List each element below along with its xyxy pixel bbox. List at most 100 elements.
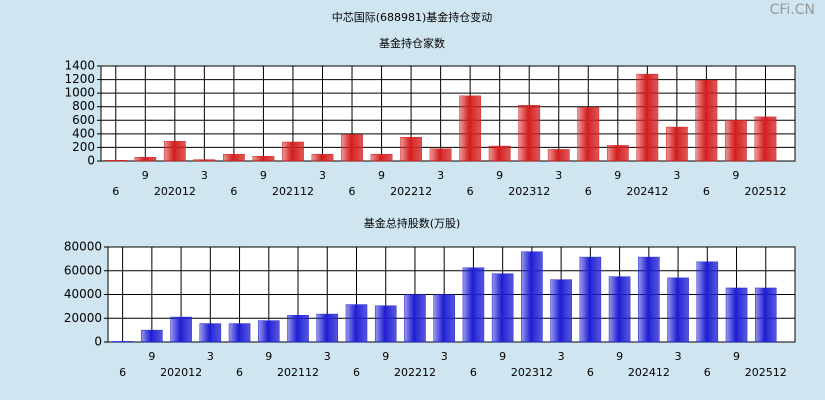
- x-tick-label: 6: [704, 366, 711, 379]
- x-tick-label: 202512: [744, 185, 786, 198]
- page-title: 中芯国际(688981)基金持仓变动: [332, 10, 493, 24]
- x-tick-label: 9: [382, 350, 389, 363]
- bar: [345, 304, 368, 343]
- x-tick-label: 9: [496, 169, 503, 182]
- x-tick-label: 3: [558, 350, 565, 363]
- chart-title: 基金持仓家数: [379, 36, 445, 50]
- x-tick-label: 6: [587, 366, 594, 379]
- watermark: CFi.CN: [770, 2, 815, 18]
- x-tick-label: 202512: [745, 366, 787, 379]
- x-tick-label: 3: [437, 169, 444, 182]
- x-tick-label: 202212: [390, 185, 432, 198]
- x-tick-label: 9: [499, 350, 506, 363]
- y-tick-label: 600: [72, 113, 95, 127]
- x-tick-label: 6: [236, 366, 243, 379]
- y-tick-label: 0: [87, 154, 95, 168]
- x-tick-label: 3: [555, 169, 562, 182]
- y-tick-label: 800: [72, 99, 95, 113]
- x-tick-label: 3: [207, 350, 214, 363]
- bar: [606, 145, 629, 162]
- bar: [287, 315, 309, 343]
- bar: [577, 107, 600, 162]
- bar: [433, 294, 455, 343]
- y-tick-label: 0: [94, 335, 102, 349]
- x-tick-label: 202412: [626, 185, 668, 198]
- x-tick-label: 3: [319, 169, 326, 182]
- bar: [462, 267, 485, 343]
- bar: [608, 276, 631, 343]
- bar: [754, 287, 777, 343]
- y-tick-label: 200: [72, 140, 95, 154]
- bar: [282, 141, 304, 162]
- x-tick-label: 3: [201, 169, 208, 182]
- x-tick-label: 6: [470, 366, 477, 379]
- bar: [665, 126, 688, 162]
- bar: [134, 157, 157, 162]
- bar: [193, 159, 216, 162]
- y-tick-label: 60000: [64, 263, 102, 277]
- bar: [521, 251, 543, 343]
- x-tick-label: 202012: [160, 366, 202, 379]
- x-tick-label: 9: [614, 169, 621, 182]
- y-tick-label: 1200: [64, 72, 95, 86]
- y-tick-label: 40000: [64, 287, 102, 301]
- plot-area: [100, 65, 796, 162]
- x-tick-label: 9: [148, 350, 155, 363]
- x-tick-label: 6: [467, 185, 474, 198]
- bar: [518, 105, 541, 162]
- x-tick-label: 3: [324, 350, 331, 363]
- bar: [170, 316, 192, 343]
- bar: [141, 329, 163, 343]
- x-tick-label: 3: [673, 169, 680, 182]
- bar: [725, 120, 747, 162]
- x-tick-label: 202212: [394, 366, 436, 379]
- bar: [223, 153, 245, 162]
- x-tick-label: 202312: [511, 366, 553, 379]
- bar: [754, 116, 777, 162]
- bar: [341, 134, 363, 162]
- bar: [111, 341, 134, 343]
- bar: [725, 287, 748, 343]
- x-tick-label: 6: [112, 185, 119, 198]
- x-tick-label: 202112: [277, 366, 319, 379]
- x-tick-label: 202312: [508, 185, 550, 198]
- chart-title: 基金总持股数(万股): [364, 216, 461, 230]
- bar: [695, 80, 718, 162]
- x-tick-label: 9: [260, 169, 267, 182]
- bar: [163, 141, 186, 162]
- bar: [311, 153, 334, 162]
- bar: [400, 137, 422, 162]
- x-tick-label: 9: [732, 169, 739, 182]
- x-tick-label: 9: [265, 350, 272, 363]
- bar: [316, 313, 339, 343]
- x-tick-label: 6: [119, 366, 126, 379]
- x-tick-label: 202412: [628, 366, 670, 379]
- bar: [258, 320, 280, 343]
- bar: [491, 273, 514, 343]
- bar: [228, 323, 251, 343]
- bar: [547, 149, 570, 162]
- bar: [636, 73, 659, 162]
- bar: [252, 156, 275, 162]
- y-tick-label: 400: [72, 126, 95, 140]
- y-tick-label: 1000: [64, 86, 95, 100]
- bar: [199, 323, 222, 343]
- y-tick-label: 80000: [64, 240, 102, 254]
- bar: [404, 294, 426, 343]
- x-tick-label: 3: [675, 350, 682, 363]
- bar: [696, 261, 719, 343]
- y-tick-label: 1400: [64, 59, 95, 73]
- x-tick-label: 6: [230, 185, 237, 198]
- bar: [370, 153, 393, 162]
- bar: [579, 256, 602, 343]
- x-tick-label: 9: [616, 350, 623, 363]
- bar: [104, 160, 127, 162]
- y-tick-label: 20000: [64, 311, 102, 325]
- x-tick-label: 6: [585, 185, 592, 198]
- x-tick-label: 6: [349, 185, 356, 198]
- x-tick-label: 9: [378, 169, 385, 182]
- bar: [374, 305, 397, 343]
- x-tick-label: 202012: [154, 185, 196, 198]
- bar: [459, 95, 482, 162]
